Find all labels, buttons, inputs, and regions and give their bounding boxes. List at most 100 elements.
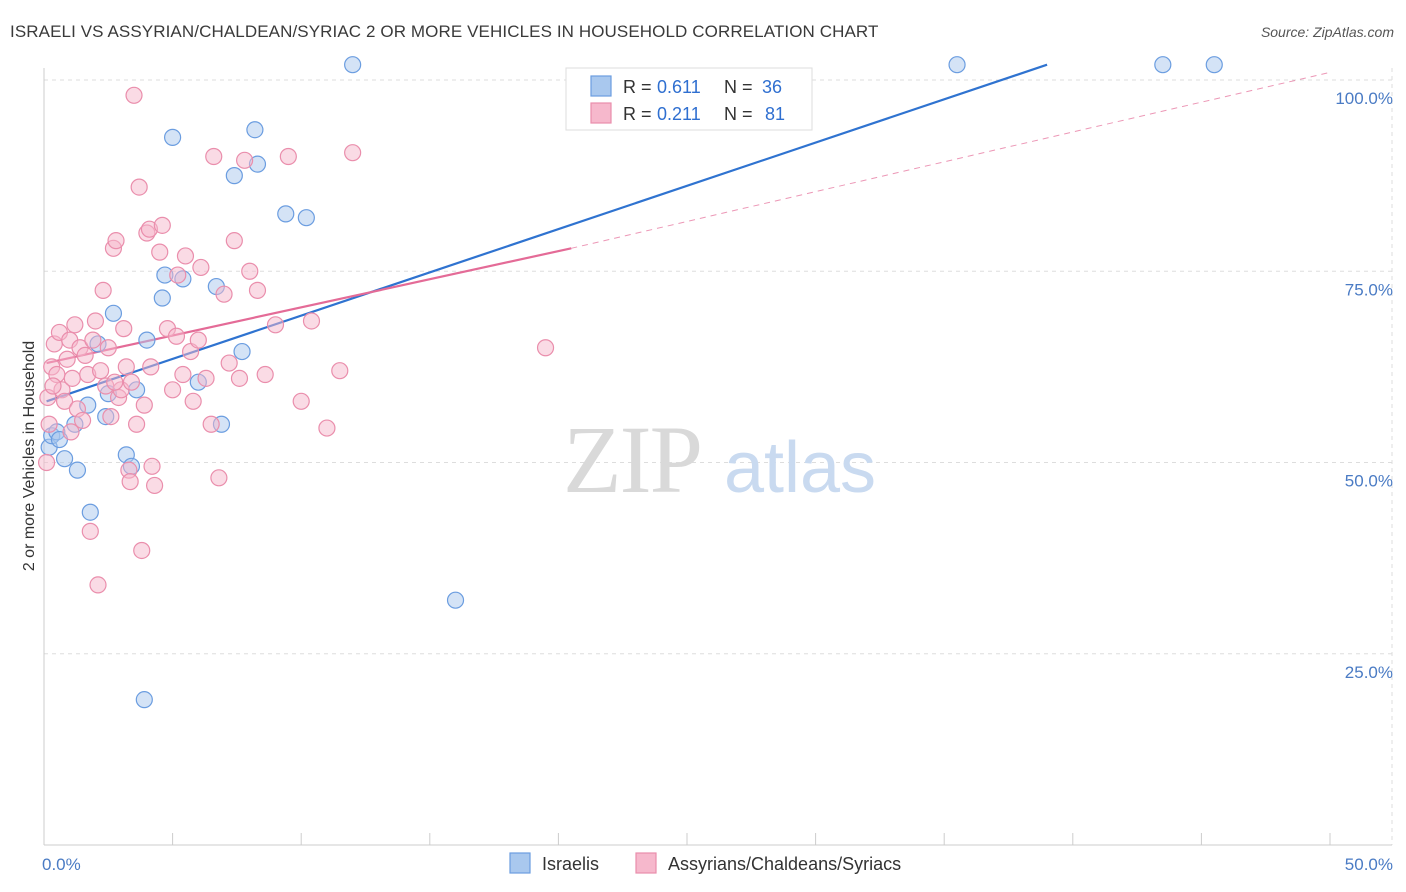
point-israelis-6 — [68, 461, 87, 479]
trend-line-assyrians — [46, 247, 572, 365]
bottom-legend-swatch-assyrians — [635, 852, 657, 874]
point-assyrians-78 — [121, 473, 139, 491]
point-israelis-18 — [153, 289, 171, 307]
y-tick-label-3: 100.0% — [1335, 89, 1393, 108]
y-tick-label-2: 75.0% — [1345, 280, 1393, 299]
grid-lines — [44, 68, 1393, 845]
y-tick-label-1: 50.0% — [1345, 472, 1393, 491]
point-israelis-4 — [55, 450, 74, 468]
point-assyrians-70 — [318, 419, 336, 437]
legend-n-value-israelis: 36 — [762, 77, 782, 97]
point-assyrians-46 — [164, 381, 182, 399]
point-assyrians-65 — [256, 365, 274, 384]
point-assyrians-62 — [236, 151, 254, 169]
y-tick-label-0: 25.0% — [1345, 663, 1393, 682]
trend-line-israelis — [46, 63, 1048, 403]
point-assyrians-8 — [58, 350, 76, 368]
point-israelis-31 — [344, 56, 362, 74]
point-assyrians-61 — [230, 369, 249, 387]
bottom-legend-label-israelis: Israelis — [542, 854, 599, 874]
point-assyrians-35 — [127, 415, 146, 433]
legend-n-label-assyrians: N = — [724, 104, 753, 124]
point-israelis-29 — [277, 205, 295, 223]
point-assyrians-36 — [130, 178, 148, 196]
point-assyrians-41 — [143, 457, 161, 475]
top-legend: R = 0.611 N = 36 R = 0.211 N = 81 — [565, 67, 813, 131]
legend-r-value-assyrians: 0.211 — [657, 104, 701, 124]
trend-lines — [46, 63, 1331, 403]
axes — [43, 68, 1392, 846]
legend-r-label-assyrians: R = — [623, 104, 652, 124]
point-israelis-30 — [297, 209, 315, 227]
point-assyrians-72 — [344, 144, 362, 162]
point-assyrians-38 — [135, 396, 153, 414]
watermark: ZIP atlas — [563, 406, 876, 513]
point-assyrians-71 — [331, 362, 349, 380]
point-assyrians-58 — [215, 285, 233, 303]
point-assyrians-14 — [73, 411, 92, 430]
legend-r-value-israelis: 0.611 — [657, 77, 701, 97]
point-assyrians-55 — [202, 415, 220, 433]
bottom-legend-swatch-israelis — [509, 852, 531, 874]
point-assyrians-67 — [279, 147, 297, 166]
point-assyrians-10 — [63, 369, 81, 387]
legend-swatch-israelis — [590, 75, 612, 97]
point-assyrians-20 — [89, 576, 107, 594]
point-assyrians-57 — [210, 469, 228, 487]
point-israelis-27 — [246, 121, 264, 139]
point-assyrians-11 — [66, 316, 84, 334]
point-assyrians-7 — [55, 392, 74, 410]
point-assyrians-48 — [174, 365, 192, 384]
x-tick-label-1: 50.0% — [1345, 855, 1393, 874]
point-assyrians-15 — [76, 346, 94, 364]
point-assyrians-18 — [84, 331, 102, 349]
watermark-atlas: atlas — [724, 428, 876, 508]
point-assyrians-59 — [220, 354, 238, 372]
legend-swatch-assyrians — [590, 102, 612, 124]
source-label: Source: ZipAtlas.com — [1260, 24, 1394, 40]
point-assyrians-51 — [184, 392, 202, 410]
point-israelis-20 — [164, 128, 182, 146]
point-assyrians-63 — [241, 262, 259, 280]
point-assyrians-25 — [102, 408, 120, 426]
point-assyrians-19 — [86, 312, 105, 330]
point-israelis-34 — [1154, 56, 1172, 74]
point-assyrians-21 — [91, 362, 110, 380]
point-assyrians-52 — [189, 331, 207, 349]
point-assyrians-60 — [225, 232, 243, 250]
point-israelis-35 — [1205, 56, 1223, 74]
point-assyrians-49 — [176, 247, 195, 265]
point-assyrians-53 — [192, 258, 210, 277]
chart-title: ISRAELI VS ASSYRIAN/CHALDEAN/SYRIAC 2 OR… — [10, 22, 879, 41]
point-israelis-33 — [948, 56, 966, 74]
point-assyrians-54 — [197, 369, 215, 387]
point-assyrians-75 — [44, 377, 62, 395]
legend-n-value-assyrians: 81 — [765, 104, 785, 124]
point-assyrians-27 — [107, 232, 125, 250]
point-assyrians-43 — [151, 243, 169, 261]
watermark-zip: ZIP — [563, 406, 701, 513]
data-points — [37, 56, 1223, 709]
bottom-legend-label-assyrians: Assyrians/Chaldeans/Syriacs — [668, 854, 901, 874]
point-assyrians-47 — [169, 266, 187, 284]
point-assyrians-33 — [122, 373, 141, 391]
point-assyrians-68 — [292, 392, 310, 410]
point-assyrians-0 — [37, 453, 56, 472]
point-assyrians-56 — [205, 147, 223, 166]
point-assyrians-17 — [81, 522, 99, 540]
point-israelis-12 — [104, 304, 123, 322]
point-assyrians-37 — [133, 541, 151, 560]
point-assyrians-42 — [145, 476, 164, 495]
point-assyrians-22 — [94, 281, 112, 299]
point-israelis-8 — [81, 503, 99, 521]
point-assyrians-1 — [40, 415, 58, 433]
y-axis-title: 2 or more Vehicles in Household — [21, 341, 38, 571]
point-assyrians-66 — [266, 316, 285, 334]
bottom-legend: Israelis Assyrians/Chaldeans/Syriacs — [509, 852, 901, 874]
x-tick-label-0: 0.0% — [42, 855, 81, 874]
point-assyrians-34 — [125, 86, 143, 104]
point-assyrians-73 — [536, 339, 555, 357]
point-israelis-32 — [446, 591, 465, 609]
point-israelis-17 — [138, 331, 156, 349]
